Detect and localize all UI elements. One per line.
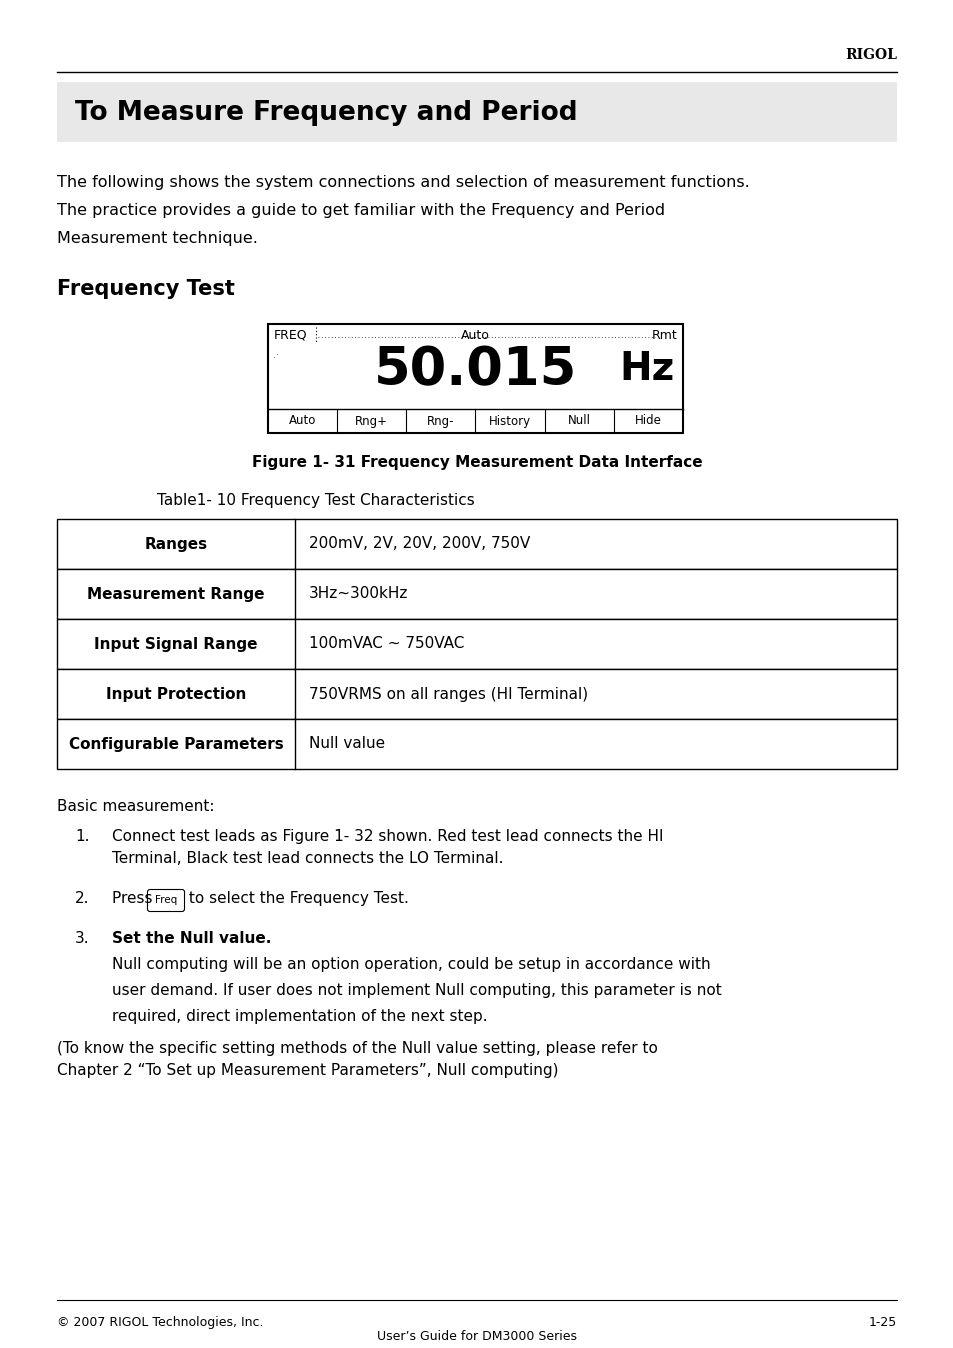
Text: History: History xyxy=(489,414,531,427)
Bar xyxy=(57,669,896,718)
Bar xyxy=(57,569,896,619)
Text: Press: Press xyxy=(112,891,157,906)
Text: Input Protection: Input Protection xyxy=(106,686,246,701)
Text: user demand. If user does not implement Null computing, this parameter is not: user demand. If user does not implement … xyxy=(112,983,721,998)
Text: Chapter 2 “To Set up Measurement Parameters”, Null computing): Chapter 2 “To Set up Measurement Paramet… xyxy=(57,1064,558,1078)
Text: required, direct implementation of the next step.: required, direct implementation of the n… xyxy=(112,1010,487,1024)
Text: 3.: 3. xyxy=(75,931,90,946)
Text: Measurement technique.: Measurement technique. xyxy=(57,231,257,245)
Bar xyxy=(268,324,682,433)
Text: 50.015: 50.015 xyxy=(374,344,577,396)
Text: Auto: Auto xyxy=(289,414,316,427)
Text: 200mV, 2V, 20V, 200V, 750V: 200mV, 2V, 20V, 200V, 750V xyxy=(309,537,530,551)
Text: © 2007 RIGOL Technologies, Inc.: © 2007 RIGOL Technologies, Inc. xyxy=(57,1316,263,1329)
Text: 2.: 2. xyxy=(75,891,90,906)
Bar xyxy=(57,519,896,569)
Text: The following shows the system connections and selection of measurement function: The following shows the system connectio… xyxy=(57,175,749,190)
Text: Null: Null xyxy=(567,414,590,427)
Text: (To know the specific setting methods of the Null value setting, please refer to: (To know the specific setting methods of… xyxy=(57,1041,658,1055)
Text: FREQ: FREQ xyxy=(274,329,307,342)
Text: Rmt: Rmt xyxy=(652,329,678,342)
Text: RIGOL: RIGOL xyxy=(844,49,896,62)
Text: 3Hz~300kHz: 3Hz~300kHz xyxy=(309,586,408,601)
Text: Rng+: Rng+ xyxy=(355,414,388,427)
Text: Freq: Freq xyxy=(154,895,177,905)
Text: Hz: Hz xyxy=(619,350,675,388)
Text: Connect test leads as Figure 1- 32 shown. Red test lead connects the HI: Connect test leads as Figure 1- 32 shown… xyxy=(112,829,662,844)
Text: to select the Frequency Test.: to select the Frequency Test. xyxy=(184,891,409,906)
Text: 100mVAC ∼ 750VAC: 100mVAC ∼ 750VAC xyxy=(309,636,464,651)
Text: Null value: Null value xyxy=(309,736,385,751)
Bar xyxy=(57,718,896,768)
Text: Frequency Test: Frequency Test xyxy=(57,279,234,299)
Text: User’s Guide for DM3000 Series: User’s Guide for DM3000 Series xyxy=(376,1330,577,1343)
Text: Auto: Auto xyxy=(460,329,490,342)
Text: .·: .· xyxy=(273,350,278,360)
Text: Configurable Parameters: Configurable Parameters xyxy=(69,736,283,751)
Text: 750VRMS on all ranges (HI Terminal): 750VRMS on all ranges (HI Terminal) xyxy=(309,686,587,701)
Text: Terminal, Black test lead connects the LO Terminal.: Terminal, Black test lead connects the L… xyxy=(112,851,503,865)
Text: Measurement Range: Measurement Range xyxy=(87,586,265,601)
Text: Basic measurement:: Basic measurement: xyxy=(57,799,214,814)
Text: Null computing will be an option operation, could be setup in accordance with: Null computing will be an option operati… xyxy=(112,957,710,972)
Text: Hide: Hide xyxy=(635,414,661,427)
Text: The practice provides a guide to get familiar with the Frequency and Period: The practice provides a guide to get fam… xyxy=(57,204,664,218)
Text: 1.: 1. xyxy=(75,829,90,844)
Text: To Measure Frequency and Period: To Measure Frequency and Period xyxy=(75,100,577,125)
Text: 1-25: 1-25 xyxy=(868,1316,896,1329)
Bar xyxy=(57,82,896,142)
Text: Input Signal Range: Input Signal Range xyxy=(94,636,257,651)
Text: Figure 1- 31 Frequency Measurement Data Interface: Figure 1- 31 Frequency Measurement Data … xyxy=(252,456,701,470)
Bar xyxy=(57,619,896,669)
FancyBboxPatch shape xyxy=(148,890,184,911)
Text: Rng-: Rng- xyxy=(427,414,455,427)
Text: Table1- 10 Frequency Test Characteristics: Table1- 10 Frequency Test Characteristic… xyxy=(157,493,475,508)
Text: Set the Null value.: Set the Null value. xyxy=(112,931,271,946)
Text: Ranges: Ranges xyxy=(144,537,208,551)
